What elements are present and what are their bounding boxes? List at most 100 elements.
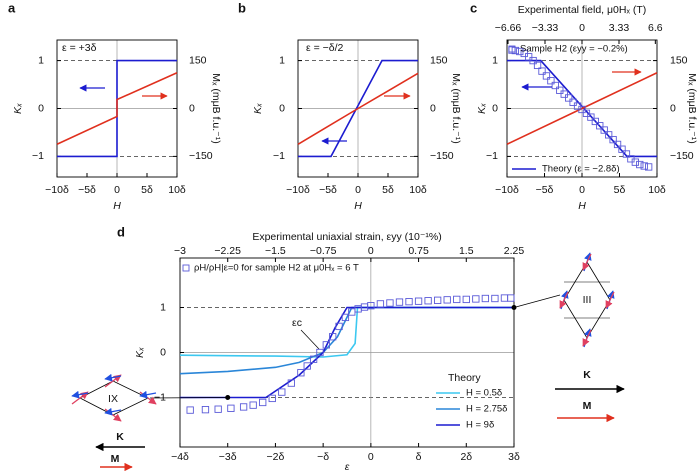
y-axis-title: Kₓ [252,103,264,114]
y-axis-title: Kₓ [476,103,488,114]
data-point [186,406,194,414]
data-point [542,72,551,80]
y-tick-label: 0 [38,102,44,114]
y2-tick-label: 150 [189,54,207,66]
legend-title: Theory [448,372,481,384]
legend-label: H = 2.75δ [466,404,507,415]
spin-arrow [582,329,592,347]
data-point [376,300,385,308]
data-point [278,388,286,396]
x2-axis-title: Experimental uniaxial strain, εyy (10⁻¹%… [252,231,441,243]
data-point [631,158,639,166]
x-axis-title: H [354,200,362,212]
data-point [551,81,559,90]
data-point [287,379,295,387]
data-point [529,56,537,65]
x2-tick-label: −1.5 [265,245,286,257]
k-label: K [583,369,591,381]
y-tick-label: 1 [279,54,285,66]
data-point [556,86,564,94]
data-point [472,295,480,303]
x2-axis-title: Experimental field, μ0Hₓ (T) [518,4,647,16]
spin-arrow [605,291,615,309]
data-point [227,404,235,412]
y2-axis-title: Mₓ (mμB f.u.⁻¹) [686,73,698,143]
series-line [179,306,514,358]
x-tick-label: −10δ [45,184,69,196]
y-tick-label: −1 [273,150,285,162]
x2-tick-label: 6.6 [648,22,663,34]
data-point [507,294,515,302]
data-point [249,401,257,409]
spin-arrow [139,390,157,399]
annotation: ε = −δ/2 [306,42,344,54]
x-tick-label: −5δ [319,184,337,196]
y2-tick-label: 0 [670,102,676,114]
spin-arrow [559,291,569,309]
x-tick-label: −5δ [78,184,96,196]
x2-tick-label: 1.5 [459,245,474,257]
panel-label: b [238,0,246,15]
y-tick-label: 1 [38,54,44,66]
data-point [547,77,555,85]
x-tick-label: 10δ [409,184,427,196]
x-tick-label: 10δ [168,184,186,196]
y-axis-title: Kₓ [12,103,24,114]
y-tick-label: 1 [160,301,166,313]
data-point [481,294,490,303]
data-point [645,163,653,171]
series-line [56,71,178,145]
data-point [414,297,423,305]
x2-tick-label: −2.25 [214,245,241,257]
x-tick-label: 0 [368,451,374,463]
x-tick-label: 2δ [460,451,472,463]
data-point [565,94,573,102]
y2-tick-label: −150 [189,150,213,162]
spin-arrow [71,390,89,399]
x-tick-label: 10δ [648,184,666,196]
series-line [506,72,658,145]
panel-label: c [470,0,477,15]
x-axis-title: H [578,200,586,212]
y-tick-label: −1 [154,391,166,403]
y-tick-label: 0 [160,346,166,358]
x2-tick-label: 2.25 [504,245,525,257]
y-axis-title: Kₓ [134,347,146,358]
data-point [578,105,586,114]
data-point [335,322,343,331]
series-line [179,306,514,375]
data-point [434,296,442,304]
x-tick-label: 5δ [141,184,153,196]
data-point [525,53,533,61]
annotation: εc [292,317,302,329]
y2-tick-label: 0 [430,102,436,114]
data-point [500,294,509,302]
data-point [268,394,276,403]
x-tick-label: 0 [579,184,585,196]
data-point [640,162,648,170]
data-point [309,355,318,363]
plot-frame [506,39,658,178]
x-axis-title: ε [345,461,350,471]
x2-tick-label: −3.33 [532,22,559,34]
y2-tick-label: 150 [430,54,448,66]
data-point [582,109,591,117]
y-tick-label: −1 [486,150,498,162]
legend-symbol [508,45,516,53]
m-label: M [583,400,592,412]
data-point [491,294,499,303]
data-point [516,47,524,56]
y-tick-label: 0 [492,102,498,114]
data-point [367,302,375,310]
data-point [329,333,337,341]
data-point [239,403,248,411]
plot-frame [56,39,178,178]
plot-frame [179,257,515,448]
data-point [322,341,330,349]
x-tick-label: −5δ [536,184,554,196]
x-tick-label: 0 [355,184,361,196]
data-point [303,362,311,370]
data-point [636,160,644,169]
x2-tick-label: 0 [368,245,374,257]
